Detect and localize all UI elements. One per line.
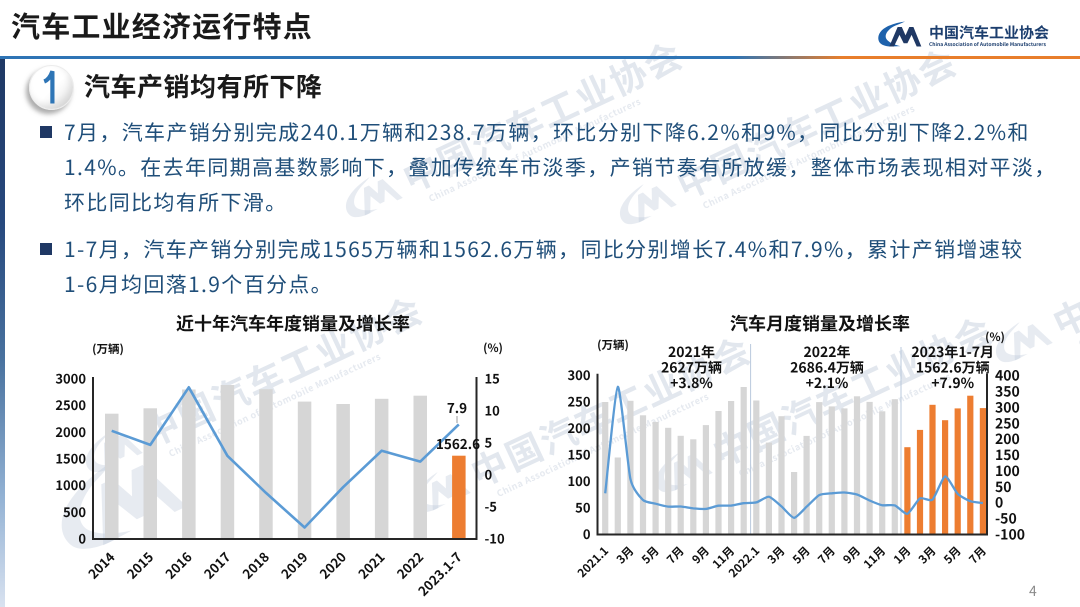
svg-text:0: 0 xyxy=(485,465,493,484)
svg-text:2019: 2019 xyxy=(276,547,311,582)
svg-text:400: 400 xyxy=(995,366,1020,386)
svg-text:7.9: 7.9 xyxy=(447,397,467,417)
svg-text:5月: 5月 xyxy=(789,543,813,567)
svg-text:9月: 9月 xyxy=(688,543,712,567)
svg-text:-50: -50 xyxy=(995,509,1017,529)
svg-text:1500: 1500 xyxy=(55,449,86,468)
svg-text:+2.1%: +2.1% xyxy=(806,373,849,393)
svg-text:2016: 2016 xyxy=(160,547,195,582)
svg-text:3月: 3月 xyxy=(764,543,788,567)
svg-text:0: 0 xyxy=(995,493,1003,513)
svg-text:-10: -10 xyxy=(485,529,505,548)
svg-text:2021.1: 2021.1 xyxy=(574,543,612,581)
svg-text:5月: 5月 xyxy=(940,543,964,567)
svg-text:1562.6: 1562.6 xyxy=(436,433,480,453)
svg-text:2020: 2020 xyxy=(315,547,350,582)
svg-text:350: 350 xyxy=(995,382,1020,402)
svg-text:-100: -100 xyxy=(995,524,1025,544)
svg-text:+3.8%: +3.8% xyxy=(670,373,713,393)
svg-text:2017: 2017 xyxy=(199,547,234,582)
svg-text:-5: -5 xyxy=(485,497,497,516)
svg-text:100: 100 xyxy=(995,461,1020,481)
svg-text:5月: 5月 xyxy=(638,543,662,567)
svg-text:(%): (%) xyxy=(483,340,503,356)
svg-text:2021年: 2021年 xyxy=(668,342,715,362)
svg-text:150: 150 xyxy=(995,445,1020,465)
svg-text:1562.6万辆: 1562.6万辆 xyxy=(916,358,990,378)
svg-text:250: 250 xyxy=(995,413,1020,433)
svg-text:100: 100 xyxy=(567,471,590,490)
svg-text:近十年汽车年度销量及增长率: 近十年汽车年度销量及增长率 xyxy=(176,310,410,336)
svg-text:0: 0 xyxy=(78,529,86,548)
svg-text:7月: 7月 xyxy=(965,543,989,567)
svg-text:2022年: 2022年 xyxy=(803,342,850,362)
svg-text:5: 5 xyxy=(485,433,493,452)
svg-text:50: 50 xyxy=(995,477,1012,497)
svg-text:1月: 1月 xyxy=(890,543,914,567)
svg-text:2500: 2500 xyxy=(55,395,86,414)
svg-text:2014: 2014 xyxy=(83,547,118,582)
svg-text:7月: 7月 xyxy=(814,543,838,567)
svg-text:500: 500 xyxy=(63,502,86,521)
svg-text:200: 200 xyxy=(567,418,590,437)
svg-text:11月: 11月 xyxy=(860,543,889,572)
svg-text:250: 250 xyxy=(567,392,590,411)
svg-text:(万辆): (万辆) xyxy=(92,341,124,357)
svg-text:300: 300 xyxy=(567,365,590,384)
svg-text:9月: 9月 xyxy=(840,543,864,567)
svg-text:150: 150 xyxy=(567,445,590,464)
svg-text:1000: 1000 xyxy=(55,475,86,494)
svg-text:3月: 3月 xyxy=(915,543,939,567)
svg-text:2627万辆: 2627万辆 xyxy=(661,358,722,378)
svg-text:2023年1-7月: 2023年1-7月 xyxy=(911,342,994,362)
svg-text:2000: 2000 xyxy=(55,422,86,441)
svg-text:(万辆): (万辆) xyxy=(597,337,629,353)
svg-text:2018: 2018 xyxy=(238,547,273,582)
svg-text:7月: 7月 xyxy=(663,543,687,567)
svg-text:2015: 2015 xyxy=(122,547,157,582)
svg-text:0: 0 xyxy=(583,524,591,543)
svg-text:汽车月度销量及增长率: 汽车月度销量及增长率 xyxy=(730,310,910,336)
svg-text:200: 200 xyxy=(995,429,1020,449)
svg-text:3月: 3月 xyxy=(613,543,637,567)
svg-text:300: 300 xyxy=(995,397,1020,417)
svg-text:2021: 2021 xyxy=(353,547,388,582)
svg-text:(%): (%) xyxy=(985,329,1005,345)
svg-text:3000: 3000 xyxy=(55,369,86,388)
svg-text:15: 15 xyxy=(485,369,500,388)
svg-text:+7.9%: +7.9% xyxy=(931,373,974,393)
svg-text:2686.4万辆: 2686.4万辆 xyxy=(790,358,864,378)
svg-text:10: 10 xyxy=(485,401,501,420)
svg-text:50: 50 xyxy=(575,498,591,517)
